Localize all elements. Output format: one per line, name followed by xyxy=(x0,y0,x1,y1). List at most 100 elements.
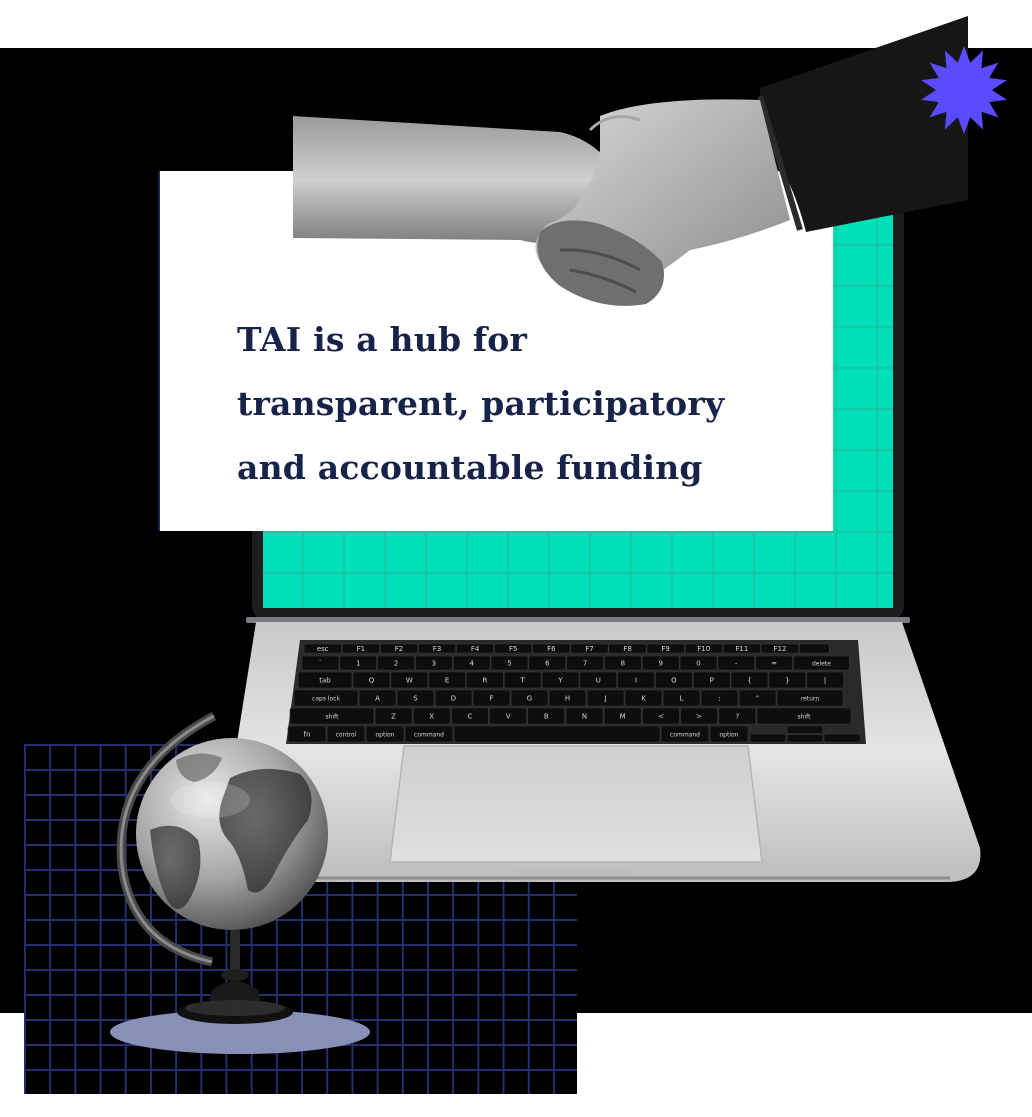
svg-text:{: { xyxy=(747,677,751,685)
svg-text:N: N xyxy=(582,713,587,721)
key-9-bottom: ? xyxy=(718,707,757,725)
svg-text:6: 6 xyxy=(545,660,550,668)
key-backtick: ` xyxy=(301,655,340,671)
key-7-bottom: < xyxy=(642,707,680,725)
key-0-home: A xyxy=(358,689,397,707)
svg-text:F12: F12 xyxy=(773,645,786,653)
key-f8: F8 xyxy=(608,643,647,654)
key-caps-lock: caps lock xyxy=(293,689,359,707)
key-command-left: command xyxy=(404,725,454,743)
starburst-icon xyxy=(921,46,1007,134)
svg-text:F9: F9 xyxy=(661,645,669,653)
key-command-right: command xyxy=(660,725,710,743)
svg-text:I: I xyxy=(635,677,637,685)
key-f5: F5 xyxy=(494,643,533,654)
svg-text:tab: tab xyxy=(319,677,331,685)
globe-stem xyxy=(230,930,240,976)
headline-line-1: TAI is a hub for xyxy=(237,320,528,359)
svg-text:return: return xyxy=(801,696,820,703)
key-1-bottom: X xyxy=(412,707,451,725)
key-shift-right: shift xyxy=(756,707,852,725)
svg-text:esc: esc xyxy=(317,645,329,653)
svg-text:E: E xyxy=(445,677,449,685)
key-arrow-down xyxy=(786,734,824,743)
svg-text:C: C xyxy=(467,713,472,721)
svg-text:R: R xyxy=(482,677,487,685)
key-11-top: } xyxy=(768,671,807,689)
svg-text:F1: F1 xyxy=(357,645,365,653)
svg-text:Q: Q xyxy=(369,677,375,685)
globe-shadow xyxy=(110,1010,370,1054)
key-num-11: - xyxy=(717,655,756,671)
laptop-hinge xyxy=(246,617,910,623)
key-f2: F2 xyxy=(379,643,419,654)
keyboard-keys: esc F1 F2 F3 F4 F5 F6 F7 F8 F9 F10 F11 F12 ` 1 2 3 4 5 6 7 8 9… xyxy=(287,643,861,743)
svg-text:}: } xyxy=(785,677,789,685)
key-num-8: 8 xyxy=(604,655,642,671)
key-arrow-left xyxy=(749,733,787,743)
key-delete: delete xyxy=(793,655,850,671)
svg-text:option: option xyxy=(720,732,739,739)
key-fn: fn xyxy=(287,725,327,743)
globe-south-america xyxy=(150,825,201,910)
key-7-home: K xyxy=(624,689,663,707)
svg-text:O: O xyxy=(671,677,677,685)
svg-text:control: control xyxy=(336,732,357,739)
svg-text:A: A xyxy=(375,695,380,703)
key-4-bottom: B xyxy=(527,707,566,725)
key-2-top: E xyxy=(428,671,466,689)
key-shift-left: shift xyxy=(289,707,375,725)
svg-text:<: < xyxy=(658,713,664,721)
svg-text:X: X xyxy=(429,713,434,721)
svg-text:5: 5 xyxy=(507,660,511,668)
svg-text:caps lock: caps lock xyxy=(312,696,340,703)
svg-text:V: V xyxy=(506,713,511,721)
key-num-2: 2 xyxy=(377,655,415,671)
right-sleeve xyxy=(760,16,968,232)
key-f6: F6 xyxy=(532,643,571,654)
svg-text:fn: fn xyxy=(304,731,311,739)
svg-text:shift: shift xyxy=(798,714,812,721)
svg-text:8: 8 xyxy=(621,660,625,668)
svg-text:F7: F7 xyxy=(585,645,593,653)
svg-text:1: 1 xyxy=(356,660,360,668)
svg-text:K: K xyxy=(641,695,646,703)
svg-text:F10: F10 xyxy=(697,645,710,653)
key-10-home: " xyxy=(738,689,777,707)
key-7-top: I xyxy=(617,671,655,689)
key-option-left: option xyxy=(365,725,405,743)
svg-text::: : xyxy=(718,695,720,703)
key-f11: F11 xyxy=(722,643,761,654)
key-f1: F1 xyxy=(341,643,380,654)
svg-text:option: option xyxy=(376,732,395,739)
key-option-right: option xyxy=(709,725,749,743)
svg-text:W: W xyxy=(406,677,413,685)
svg-text:|: | xyxy=(824,677,826,685)
key-6-bottom: M xyxy=(603,707,642,725)
key-f7: F7 xyxy=(570,643,609,654)
svg-text:U: U xyxy=(596,677,601,685)
key-1-home: S xyxy=(396,689,435,707)
svg-text:Y: Y xyxy=(557,677,563,685)
key-num-1: 1 xyxy=(339,655,378,671)
key-4-top: T xyxy=(503,671,542,689)
key-4-home: G xyxy=(510,689,549,707)
svg-text:P: P xyxy=(710,677,714,685)
card-edge xyxy=(158,171,162,531)
svg-text:T: T xyxy=(520,677,526,685)
key-0-bottom: Z xyxy=(374,707,413,725)
svg-text:F3: F3 xyxy=(433,645,441,653)
key-num-6: 6 xyxy=(528,655,567,671)
clasped-fingers xyxy=(537,220,664,306)
svg-text:=: = xyxy=(771,660,777,668)
key-10-top: { xyxy=(730,671,769,689)
key-6-top: U xyxy=(579,671,618,689)
key-0-top: Q xyxy=(352,671,391,689)
key-9-home: : xyxy=(700,689,739,707)
key-f3: F3 xyxy=(417,643,457,654)
key-5-top: Y xyxy=(541,671,580,689)
svg-text:F4: F4 xyxy=(471,645,480,653)
svg-text:J: J xyxy=(603,695,606,703)
svg-text:D: D xyxy=(451,695,456,703)
